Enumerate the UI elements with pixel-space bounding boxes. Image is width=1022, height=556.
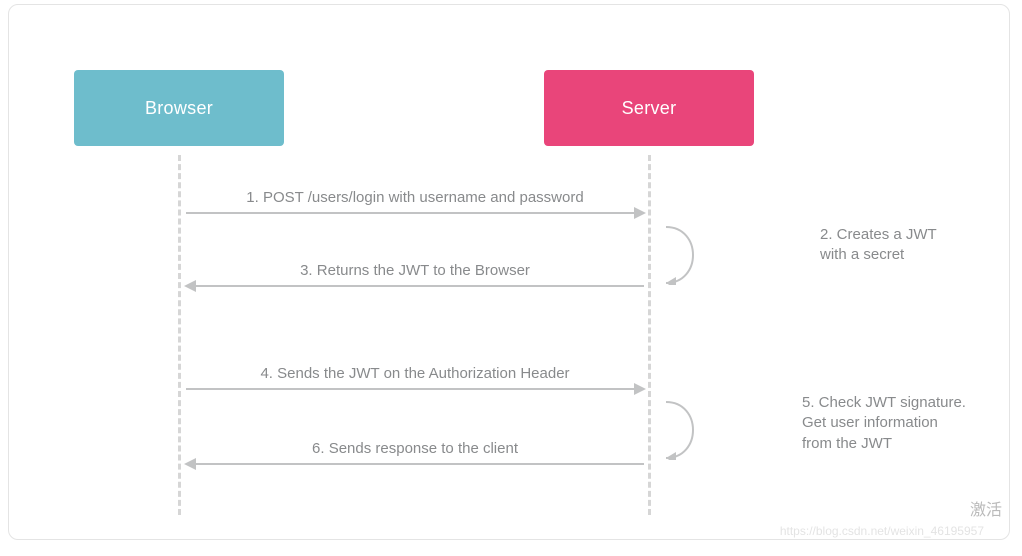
message-label: 4. Sends the JWT on the Authorization He…	[186, 365, 644, 382]
arrow-head-icon	[634, 383, 646, 395]
self-note-line: 5. Check JWT signature.	[802, 393, 966, 413]
message-label: 1. POST /users/login with username and p…	[186, 189, 644, 206]
message-line	[186, 463, 644, 465]
message-line	[186, 285, 644, 287]
node-server: Server	[544, 70, 754, 146]
message-m4: 4. Sends the JWT on the Authorization He…	[186, 388, 644, 390]
self-note-s2: 2. Creates a JWTwith a secret	[820, 225, 937, 266]
self-note-line: 2. Creates a JWT	[820, 225, 937, 245]
watermark-url: https://blog.csdn.net/weixin_46195957	[780, 524, 984, 538]
node-browser-label: Browser	[145, 98, 213, 119]
message-line	[186, 388, 644, 390]
watermark-cn: 激活	[970, 496, 1002, 520]
self-curve-s5	[662, 400, 708, 460]
message-label: 3. Returns the JWT to the Browser	[186, 262, 644, 279]
self-curve-s2	[662, 225, 708, 285]
self-note-s5: 5. Check JWT signature.Get user informat…	[802, 393, 966, 454]
arrow-head-icon	[184, 280, 196, 292]
message-m1: 1. POST /users/login with username and p…	[186, 212, 644, 214]
arrow-head-icon	[184, 458, 196, 470]
lifeline-browser	[178, 155, 181, 515]
arrow-head-icon	[634, 207, 646, 219]
self-note-line: from the JWT	[802, 434, 966, 454]
self-note-line: with a secret	[820, 245, 937, 265]
self-note-line: Get user information	[802, 413, 966, 433]
node-browser: Browser	[74, 70, 284, 146]
lifeline-server	[648, 155, 651, 515]
message-m6: 6. Sends response to the client	[186, 463, 644, 465]
message-label: 6. Sends response to the client	[186, 440, 644, 457]
node-server-label: Server	[622, 98, 677, 119]
message-line	[186, 212, 644, 214]
message-m3: 3. Returns the JWT to the Browser	[186, 285, 644, 287]
